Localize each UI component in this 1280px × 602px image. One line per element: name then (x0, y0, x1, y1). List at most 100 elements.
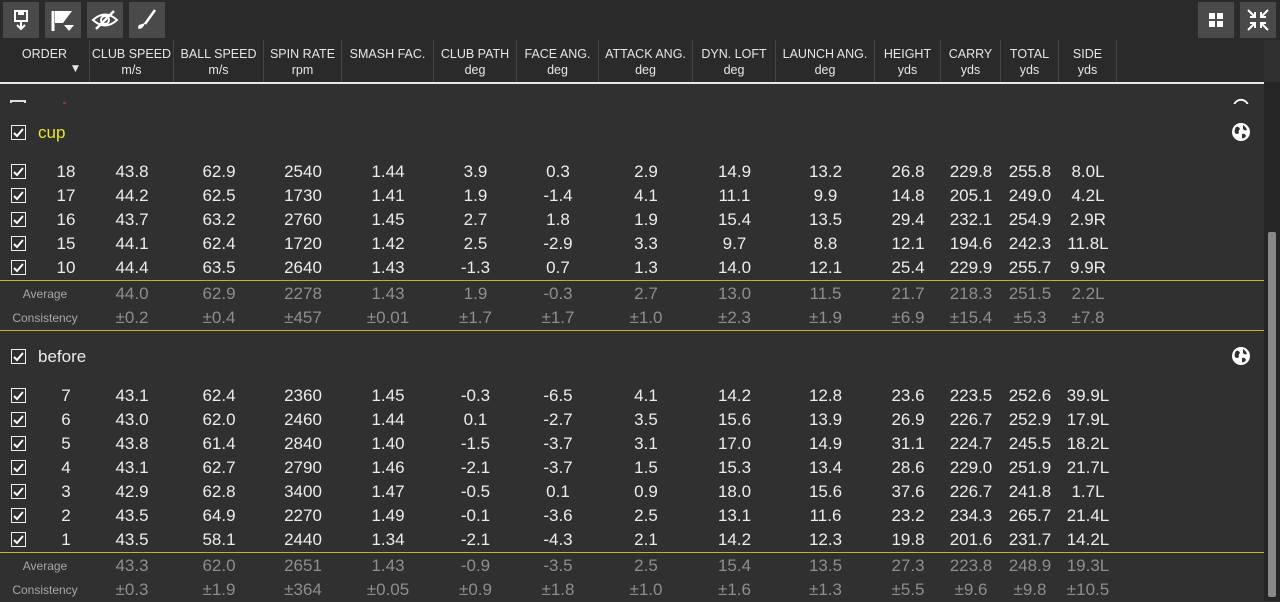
cell-face-ang: 0.3 (546, 162, 570, 181)
group-checkbox[interactable] (11, 125, 26, 140)
column-header[interactable]: SIDE yds (1059, 40, 1117, 82)
shot-checkbox[interactable] (11, 436, 26, 451)
cell-ball-speed: 61.4 (202, 434, 236, 453)
column-header[interactable]: SPIN RATE rpm (264, 40, 342, 82)
average-value: 15.4 (717, 556, 752, 575)
download-button[interactable] (3, 2, 39, 38)
column-header[interactable]: HEIGHT yds (875, 40, 941, 82)
column-unit: yds (1019, 63, 1040, 77)
cell-club-path: 2.7 (463, 210, 488, 229)
consistency-value: ±9.8 (1013, 580, 1047, 599)
shot-row[interactable]: 15 44.1 62.4 1720 1.42 2.5 -2.9 3.3 9.7 8.8 12.1 19… (0, 232, 1264, 256)
globe-icon[interactable] (1231, 346, 1251, 366)
cell-side: 11.8L (1067, 234, 1109, 253)
shot-row[interactable]: 3 42.9 62.8 3400 1.47 -0.5 0.1 0.9 18.0 15.6 37.6 2… (0, 480, 1264, 504)
column-header[interactable]: LAUNCH ANG. deg (776, 40, 875, 82)
sort-descending-icon[interactable]: ▼ (72, 64, 79, 74)
shot-row[interactable]: 17 44.2 62.5 1730 1.41 1.9 -1.4 4.1 11.1 9.9 14.8 2… (0, 184, 1264, 208)
cell-order: 10 (56, 258, 76, 277)
column-header[interactable]: CLUB SPEED m/s (90, 40, 174, 82)
shot-checkbox[interactable] (11, 260, 26, 275)
group-checkbox[interactable] (11, 349, 26, 364)
cell-smash-fac: 1.45 (371, 210, 405, 229)
cell-carry: 234.3 (949, 506, 993, 525)
cell-smash-fac: 1.49 (371, 506, 405, 525)
consistency-value: ±0.9 (459, 580, 492, 599)
cell-dyn-loft: 15.6 (717, 410, 752, 429)
cell-height: 19.8 (891, 530, 925, 549)
shot-row[interactable]: 2 43.5 64.9 2270 1.49 -0.1 -3.6 2.5 13.1 11.6 23.2… (0, 504, 1264, 528)
cell-club-path: -2.1 (460, 458, 491, 477)
shot-row[interactable]: 16 43.7 63.2 2760 1.45 2.7 1.8 1.9 15.4 13.5 29.4 2… (0, 208, 1264, 232)
column-header[interactable]: CARRY yds (941, 40, 1001, 82)
column-header[interactable]: DYN. LOFT deg (693, 40, 776, 82)
vertical-scrollbar[interactable] (1264, 82, 1280, 601)
column-unit: deg (547, 63, 568, 77)
shot-row[interactable]: 5 43.8 61.4 2840 1.40 -1.5 -3.7 3.1 17.0 14.9 31.1… (0, 432, 1264, 456)
cell-club-speed: 43.5 (115, 530, 149, 549)
cell-carry: 201.6 (949, 530, 993, 549)
shot-row[interactable]: 10 44.4 63.5 2640 1.43 -1.3 0.7 1.3 14.0 12.1 25.4… (0, 256, 1264, 280)
flag-filter-button[interactable] (45, 2, 81, 38)
shot-checkbox[interactable] (11, 164, 26, 179)
shot-row[interactable]: 7 43.1 62.4 2360 1.45 -0.3 -6.5 4.1 14.2 12.8 23.6… (0, 384, 1264, 408)
column-label: CLUB PATH (440, 47, 510, 61)
column-header[interactable]: BALL SPEED m/s (174, 40, 264, 82)
average-value: 21.7 (891, 284, 925, 303)
cell-dyn-loft: 17.0 (717, 434, 752, 453)
shot-row[interactable]: 18 43.8 62.9 2540 1.44 3.9 0.3 2.9 14.9 13.2 26.8 2… (0, 160, 1264, 184)
shot-checkbox[interactable] (11, 460, 26, 475)
club-button[interactable] (129, 2, 165, 38)
cell-launch-ang: 13.2 (808, 162, 843, 181)
consistency-value: ±0.2 (115, 308, 149, 327)
cell-smash-fac: 1.43 (371, 258, 405, 277)
cell-total: 254.9 (1008, 210, 1052, 229)
shot-checkbox[interactable] (11, 188, 26, 203)
shot-checkbox[interactable] (11, 388, 26, 403)
grid-view-button[interactable] (1198, 2, 1234, 38)
column-header[interactable]: ATTACK ANG. deg (599, 40, 693, 82)
cell-club-speed: 43.8 (115, 434, 149, 453)
shot-checkbox[interactable] (11, 532, 26, 547)
cell-club-speed: 43.8 (115, 162, 149, 181)
cell-height: 12.1 (891, 234, 925, 253)
consistency-label: Consistency (12, 583, 78, 597)
shot-checkbox[interactable] (11, 484, 26, 499)
shot-checkbox[interactable] (11, 412, 26, 427)
table-header: ORDER CLUB SPEED m/s BALL SPEED m/s SPIN RATE… (0, 40, 1264, 84)
shot-row[interactable]: 4 43.1 62.7 2790 1.46 -2.1 -3.7 1.5 15.3 13.4 28.6… (0, 456, 1264, 480)
shot-checkbox[interactable] (11, 212, 26, 227)
cell-side: 17.9L (1066, 410, 1110, 429)
cell-ball-speed: 63.2 (202, 210, 236, 229)
column-header[interactable]: SMASH FAC. (342, 40, 434, 82)
column-header[interactable]: CLUB PATH deg (434, 40, 517, 82)
shot-checkbox[interactable] (11, 236, 26, 251)
cell-attack-ang: 4.1 (634, 386, 658, 405)
cell-dyn-loft: 13.1 (717, 506, 752, 525)
column-label: SMASH FAC. (349, 47, 426, 61)
shot-row[interactable]: 1 43.5 58.1 2440 1.34 -2.1 -4.3 2.1 14.2 12.3 19.8… (0, 528, 1264, 552)
average-value: -0.3 (543, 284, 573, 303)
column-label: HEIGHT (883, 47, 932, 61)
cell-side: 1.7L (1071, 482, 1105, 501)
shot-row[interactable]: 6 43.0 62.0 2460 1.44 0.1 -2.7 3.5 15.6 13.9 26.9 2… (0, 408, 1264, 432)
average-value: 13.0 (717, 284, 752, 303)
cell-height: 29.4 (891, 210, 925, 229)
hide-button[interactable] (87, 2, 123, 38)
collapse-button[interactable] (1240, 2, 1276, 38)
column-header[interactable]: TOTAL yds (1001, 40, 1059, 82)
cell-smash-fac: 1.44 (371, 162, 405, 181)
column-header[interactable]: FACE ANG. deg (517, 40, 599, 82)
cell-ball-speed: 58.1 (202, 530, 236, 549)
cell-club-speed: 43.1 (115, 458, 149, 477)
column-header[interactable]: ORDER (0, 40, 90, 82)
shot-checkbox[interactable] (11, 508, 26, 523)
scrollbar-thumb[interactable] (1268, 232, 1276, 597)
cell-side: 21.7L (1066, 458, 1110, 477)
cell-face-ang: -3.6 (543, 506, 573, 525)
cell-club-speed: 44.1 (115, 234, 149, 253)
cell-side: 2.9R (1070, 210, 1106, 229)
cell-face-ang: -6.5 (543, 386, 573, 405)
consistency-value: ±1.9 (809, 308, 842, 327)
globe-icon[interactable] (1231, 122, 1251, 142)
